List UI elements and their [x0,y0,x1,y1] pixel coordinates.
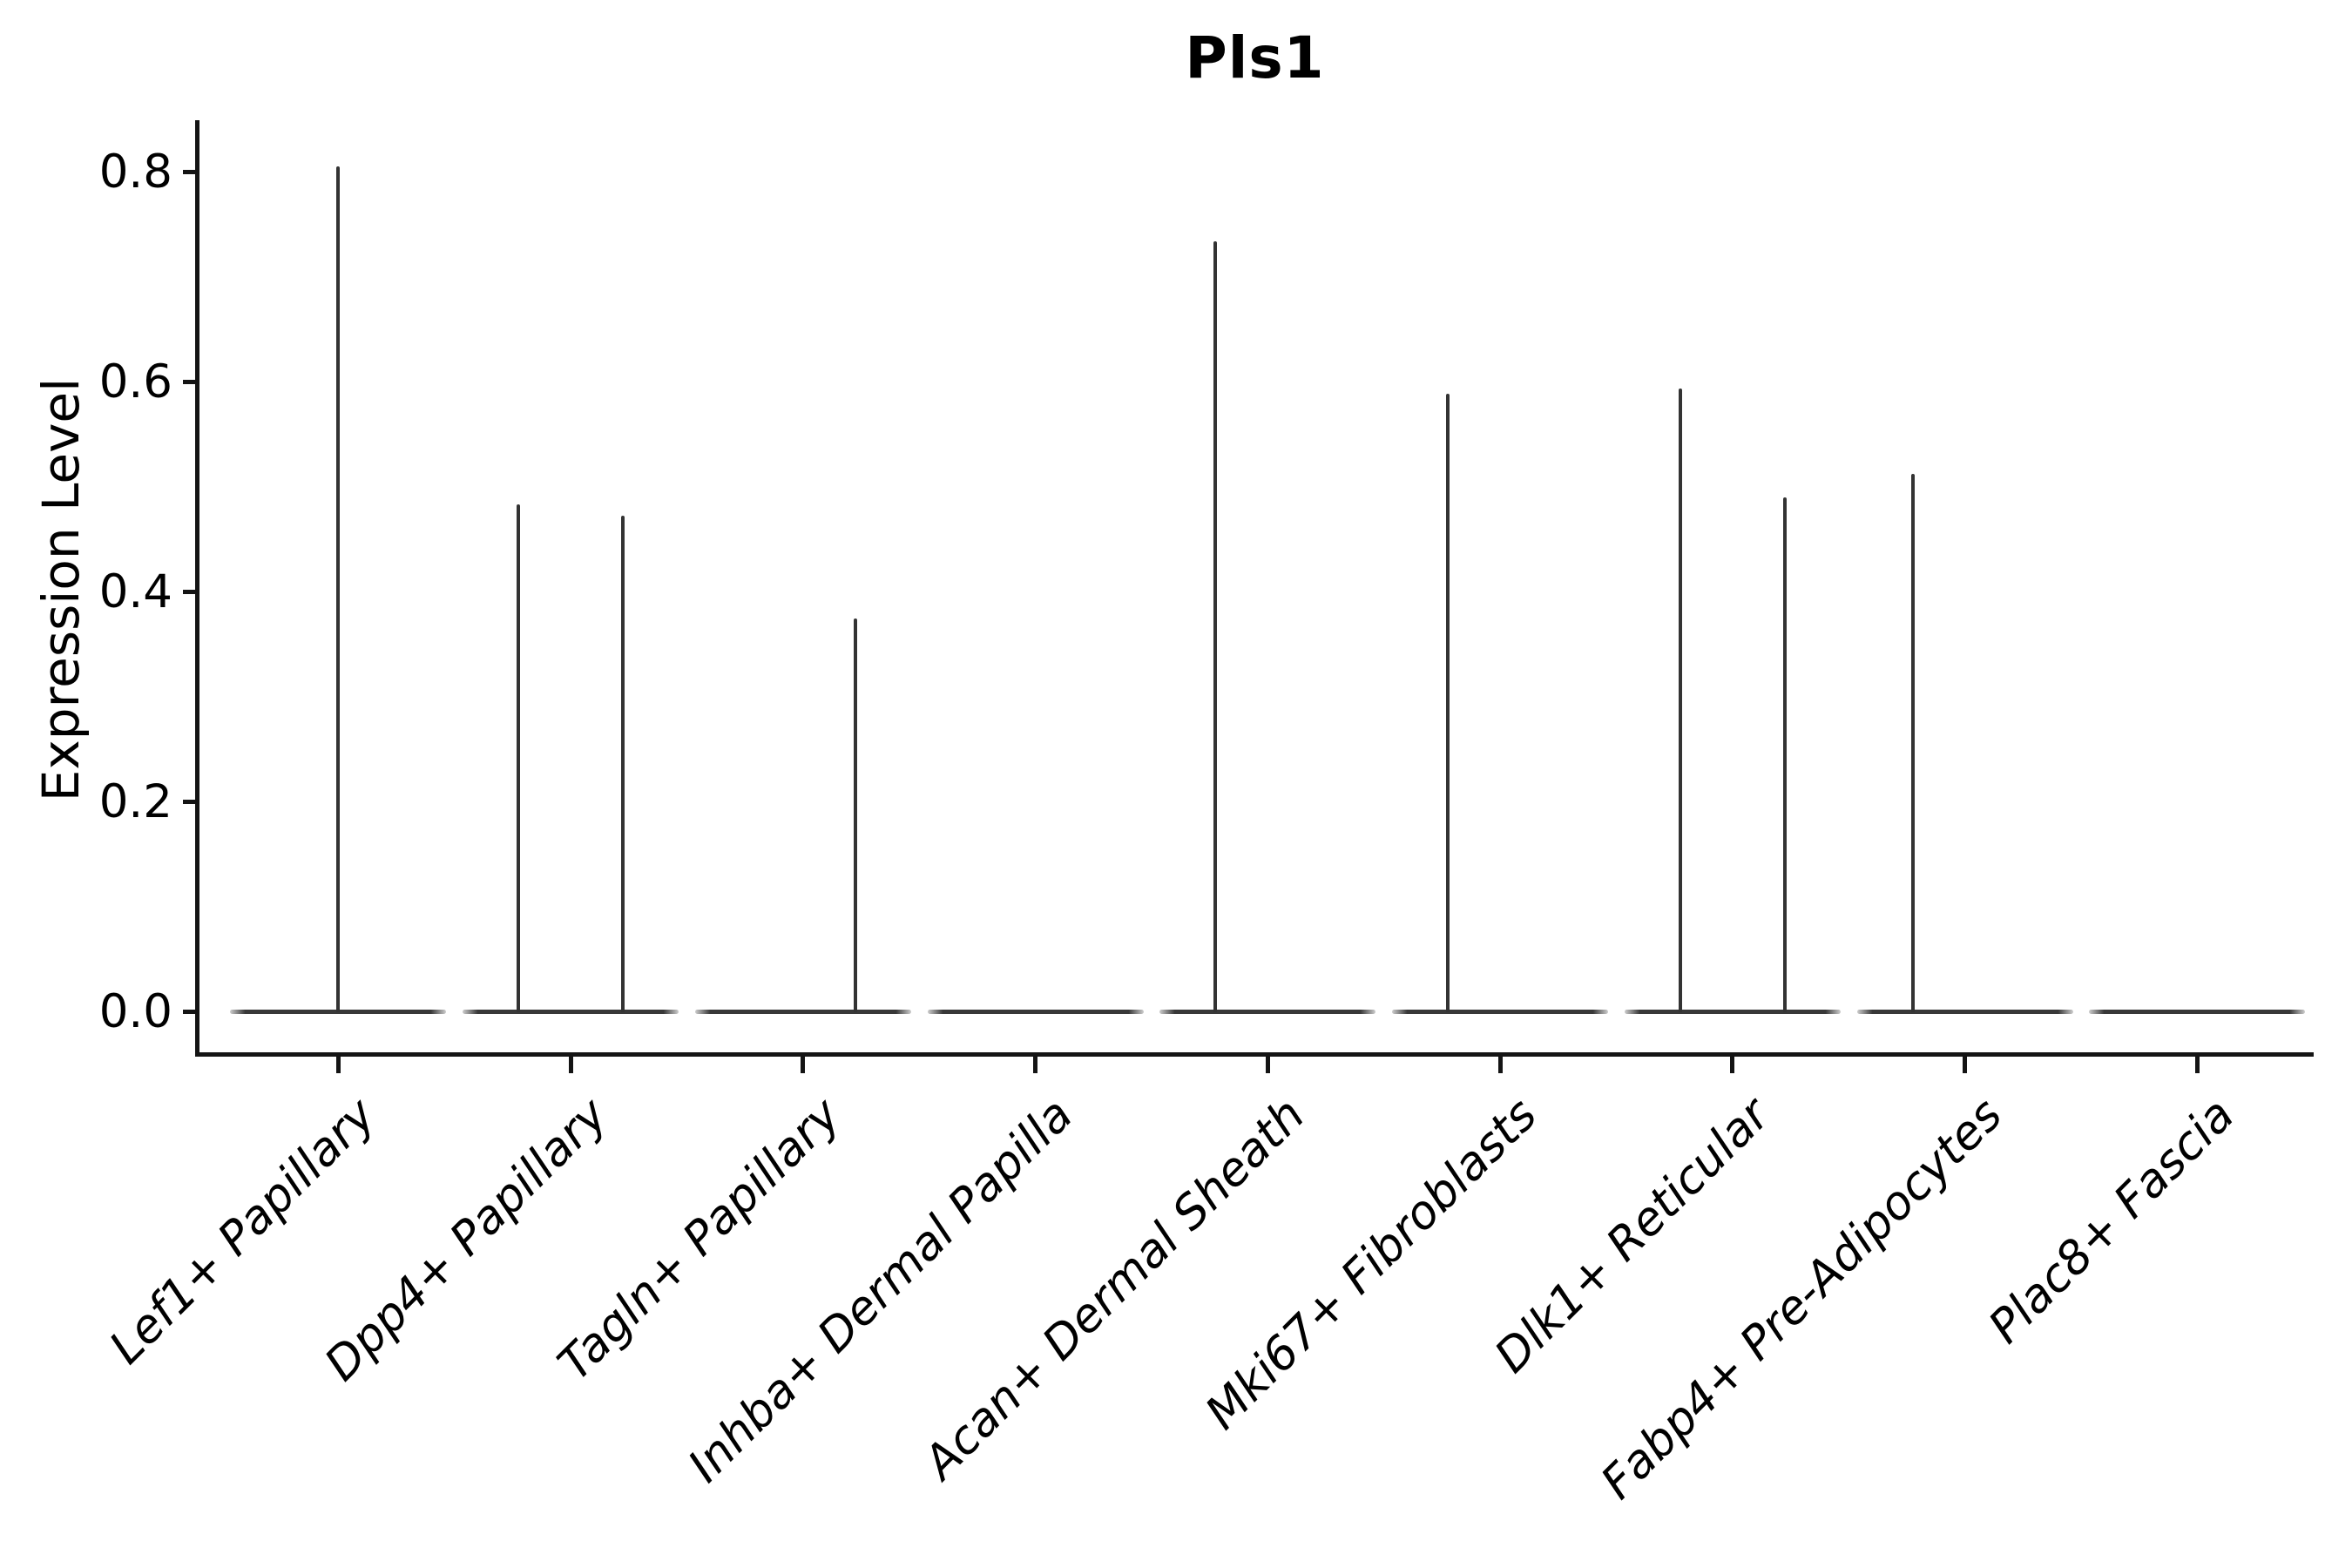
violin-baseline [694,1009,911,1014]
violin-baseline [1624,1009,1841,1014]
y-axis-tick-label: 0.6 [98,355,172,409]
y-axis-tick-label: 0.2 [98,774,172,828]
violin-baseline [1856,1009,2073,1014]
x-axis-spine [195,1052,2314,1057]
violin-spike [1910,474,1915,1012]
violin-baseline [2089,1009,2306,1014]
chart-title: Pls1 [1185,24,1325,91]
violin-spike [1213,240,1218,1012]
x-axis-tick [335,1057,341,1073]
y-axis-tick [183,799,196,804]
x-axis-tick [801,1057,806,1073]
violin-baseline [1392,1009,1609,1014]
violin-baseline [927,1009,1144,1014]
y-axis-tick-label: 0.4 [98,564,172,618]
x-axis-tick [2194,1057,2200,1073]
violin-spike [1678,389,1682,1012]
violin-spike [853,618,857,1012]
x-axis-tick-label: Inhba+ Dermal Papilla [678,1088,1083,1493]
y-axis-tick [183,589,196,594]
y-axis-tick-label: 0.8 [98,145,172,199]
violin-spike [517,504,521,1012]
x-axis-tick [1033,1057,1038,1073]
x-axis-tick-label: Plac8+ Fascia [1978,1088,2245,1355]
violin-spike [1446,394,1450,1012]
y-axis-tick [183,1009,196,1014]
violin-baseline [1159,1009,1376,1014]
violin-baseline [463,1009,679,1014]
x-axis-tick [1730,1057,1735,1073]
x-axis-tick [1497,1057,1503,1073]
y-axis-label: Expression Level [31,377,91,802]
violin-spike [336,166,341,1012]
y-axis-tick [183,379,196,384]
x-axis-tick [1963,1057,1968,1073]
y-axis-spine [195,120,199,1057]
x-axis-tick [1265,1057,1270,1073]
x-axis-tick-label: Fabp4+ Pre-Adipocytes [1591,1088,2012,1510]
y-axis-tick-label: 0.0 [98,984,172,1038]
y-axis-tick [183,169,196,174]
violin-spike [1782,497,1787,1012]
x-axis-tick-label: Acan+ Dermal Sheath [914,1088,1315,1490]
x-axis-tick [568,1057,573,1073]
violin-spike [621,516,625,1012]
